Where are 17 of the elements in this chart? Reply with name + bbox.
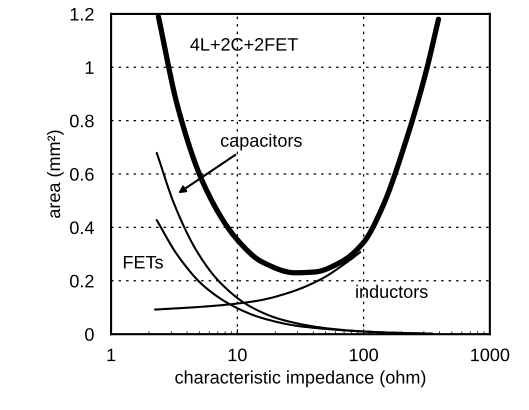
x-tick-label: 1000: [471, 348, 510, 362]
y-axis-title: area (mm²): [46, 130, 64, 218]
annotation: 4L+2C+2FET: [190, 38, 298, 51]
x-tick-label: 100: [350, 348, 378, 362]
x-axis-title: characteristic impedance (ohm): [175, 370, 426, 388]
y-tick-label: 0.2: [70, 274, 94, 288]
y-tick-label: 0.4: [70, 221, 94, 234]
y-tick-label: 0.8: [70, 114, 94, 128]
y-tick-label: 1.2: [70, 8, 94, 20]
x-tick-label: 1: [107, 348, 116, 362]
annotation: capacitors: [220, 134, 302, 150]
x-tick-label: 10: [228, 348, 247, 362]
annotation: FETs: [124, 256, 163, 269]
y-tick-label: 0.6: [70, 168, 94, 181]
y-tick-label: 1: [86, 61, 94, 74]
annotation: inductors: [356, 284, 428, 298]
y-tick-label: 0: [85, 328, 94, 341]
